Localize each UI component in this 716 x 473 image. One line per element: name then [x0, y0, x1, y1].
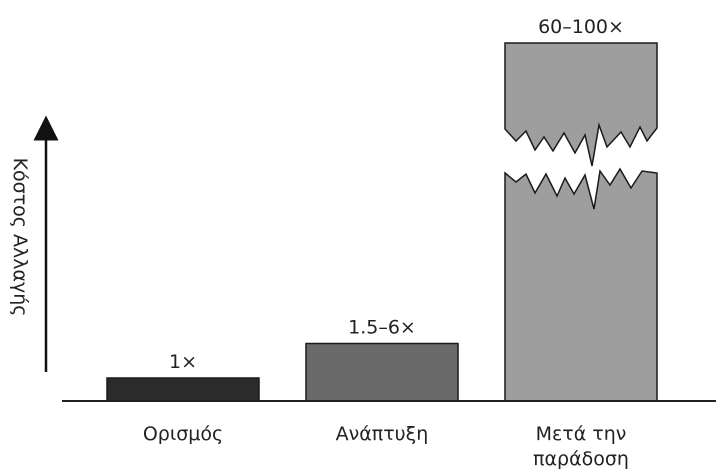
- bar-0: [106, 377, 260, 402]
- category-label-1: Ανάπτυξη: [336, 423, 429, 445]
- bar-2-upper: [504, 42, 658, 167]
- value-label-0: 1×: [169, 351, 197, 373]
- category-label-2-line-1: παράδοση: [533, 448, 629, 469]
- category-label-2-line-0: Μετά την: [536, 423, 627, 445]
- bar-1: [305, 342, 459, 402]
- bars-layer: [106, 42, 658, 402]
- value-label-2: 60–100×: [538, 16, 624, 38]
- value-label-1: 1.5–6×: [348, 317, 416, 339]
- y-axis-label: Κόστος Αλλαγής: [9, 158, 31, 317]
- bar-2-lower: [504, 167, 658, 402]
- category-label-0: Ορισμός: [143, 423, 223, 445]
- labels-layer: 1× Ορισμός 1.5–6× Ανάπτυξη 60–100× Μετά την πα…: [143, 16, 629, 470]
